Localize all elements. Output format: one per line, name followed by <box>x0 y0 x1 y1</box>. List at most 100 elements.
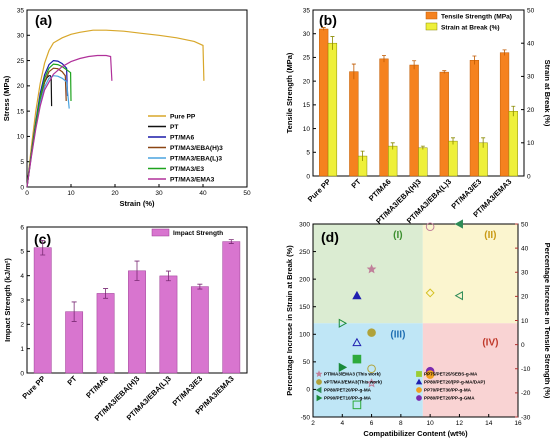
scatter-point-8 <box>352 354 362 364</box>
errorbar-impact <box>197 283 203 290</box>
bar-impact <box>33 247 52 374</box>
x-axis-label: Compatibilizer Content (wt%) <box>363 429 468 438</box>
y-tick-label: 20 <box>303 78 311 85</box>
bar-impact <box>128 270 146 374</box>
errorbar-impact <box>40 239 46 256</box>
x-tick-label: 30 <box>155 190 163 197</box>
x-tick-label: 10 <box>67 190 75 197</box>
y-tick-label: 250 <box>299 249 310 256</box>
panel-label: (b) <box>319 12 337 28</box>
legend-label: PP75/PET25/SEBS-g-MA <box>424 372 478 377</box>
x-tick-label: 8 <box>399 420 403 427</box>
quadrant-label: (III) <box>390 329 405 340</box>
plot-frame <box>26 9 248 188</box>
y2-tick-label: -30 <box>521 414 531 421</box>
category-label: PT/MA3/E3 <box>170 374 204 408</box>
y-tick-label: 100 <box>299 332 310 339</box>
y-tick-label: 30 <box>17 33 25 40</box>
y-tick-label: 20 <box>17 83 25 90</box>
x-tick-label: 2 <box>311 420 315 427</box>
panel-b: 0 5 10 15 20 25 30 35 0 10 20 30 40 50 Tensile Strengt… <box>285 7 550 226</box>
errorbar-strain <box>481 137 486 148</box>
legend-label: PT/MA3/E3 <box>170 166 204 173</box>
series-line-2 <box>26 59 69 188</box>
y-tick-label: 5 <box>20 159 24 166</box>
y-tick-label: 150 <box>299 304 310 311</box>
errorbar-tensile <box>321 27 326 31</box>
y2-tick-label: 20 <box>527 107 535 114</box>
y-tick-label: 15 <box>303 102 311 109</box>
y-tick-label: 25 <box>17 58 25 65</box>
y-tick-label: 4 <box>20 273 24 280</box>
y-axis-label: Impact Strength (kJ/m²) <box>3 258 12 342</box>
category-label: PT/MA6 <box>84 374 110 400</box>
y-tick-label: 0 <box>20 370 24 377</box>
panel-a: 0 10 20 30 40 50 0 5 10 15 20 25 30 35 Strain (%) Stres… <box>2 7 251 208</box>
scatter-point-2 <box>367 328 376 337</box>
x-tick-label: 50 <box>243 190 251 197</box>
legend-label: PP80/PET20/(PP-g-MA/DAP) <box>424 380 485 385</box>
series-line-5 <box>26 63 72 188</box>
panel-label: (a) <box>35 12 52 28</box>
errorbar-impact <box>103 288 109 299</box>
errorbar-tensile <box>442 70 447 74</box>
y-tick-label: 30 <box>303 31 311 38</box>
legend-swatch <box>151 228 170 237</box>
bar-tensile <box>379 58 389 177</box>
y-tick-label: 3 <box>20 297 24 304</box>
errorbar-strain <box>451 137 456 145</box>
bar-tensile <box>469 60 480 177</box>
y2-tick-label: -20 <box>521 390 531 397</box>
y2-tick-label: 0 <box>521 342 525 349</box>
errorbar-impact <box>134 260 140 281</box>
bar-tensile <box>349 71 359 177</box>
y-tick-label: 0 <box>20 184 24 191</box>
quadrant-II <box>422 224 518 324</box>
errorbar-strain <box>511 105 516 117</box>
errorbar-tensile <box>472 55 477 65</box>
bar-strain <box>448 140 458 177</box>
y2-tick-label: 40 <box>521 245 529 252</box>
legend-label: Pure PP <box>170 113 196 120</box>
y-tick-label: 5 <box>306 150 310 157</box>
quadrant-label: (I) <box>393 230 402 241</box>
y2-tick-label: 30 <box>521 270 529 277</box>
scatter-point-6 <box>352 290 362 300</box>
y-tick-label: 50 <box>303 359 311 366</box>
legend-marker <box>416 395 422 401</box>
legend-swatch <box>425 11 438 20</box>
scatter-point-10 <box>425 222 435 232</box>
legend-label: PT <box>170 124 178 131</box>
legend-label: Strain at Break (%) <box>441 24 500 31</box>
legend-marker <box>316 394 323 402</box>
scatter-point-11 <box>425 288 435 298</box>
y-tick-label: 2 <box>20 322 24 329</box>
errorbar-tensile <box>412 60 417 70</box>
errorbar-impact <box>165 270 171 282</box>
y-tick-label: 10 <box>17 134 25 141</box>
y-tick-label: 15 <box>17 108 25 115</box>
y-axis-label: Percentage Increase in Strain at Break (… <box>285 245 294 396</box>
legend-swatch <box>425 22 438 31</box>
legend-marker <box>416 371 422 377</box>
legend-label: PT/MA3/EMA3 <box>170 176 215 183</box>
errorbar-strain <box>360 150 365 162</box>
legend-label: PP70/PET30/PP-g-MA <box>424 388 472 393</box>
y-tick-label: 200 <box>299 276 310 283</box>
bar-impact <box>190 286 209 374</box>
scatter-point-7 <box>352 337 362 347</box>
panel-d: (I) (II)(III)(IV)2 4 6 8 10 12 14 16-50050100150… <box>285 219 550 438</box>
errorbar-strain <box>330 36 335 50</box>
y2-tick-label: 40 <box>527 41 535 48</box>
panel-label: (c) <box>34 231 51 247</box>
y-tick-label: 300 <box>299 221 310 228</box>
bar-tensile <box>319 28 329 177</box>
x-tick-label: 12 <box>456 420 464 427</box>
bar-tensile <box>439 71 449 177</box>
legend-label: PT/MA3/EBA(L)3 <box>170 155 222 162</box>
errorbar-impact <box>71 301 77 322</box>
scatter-point-15 <box>454 291 463 301</box>
bar-tensile <box>499 52 510 177</box>
y2-tick-label: 0 <box>527 173 531 180</box>
scatter-point-4 <box>338 318 348 328</box>
